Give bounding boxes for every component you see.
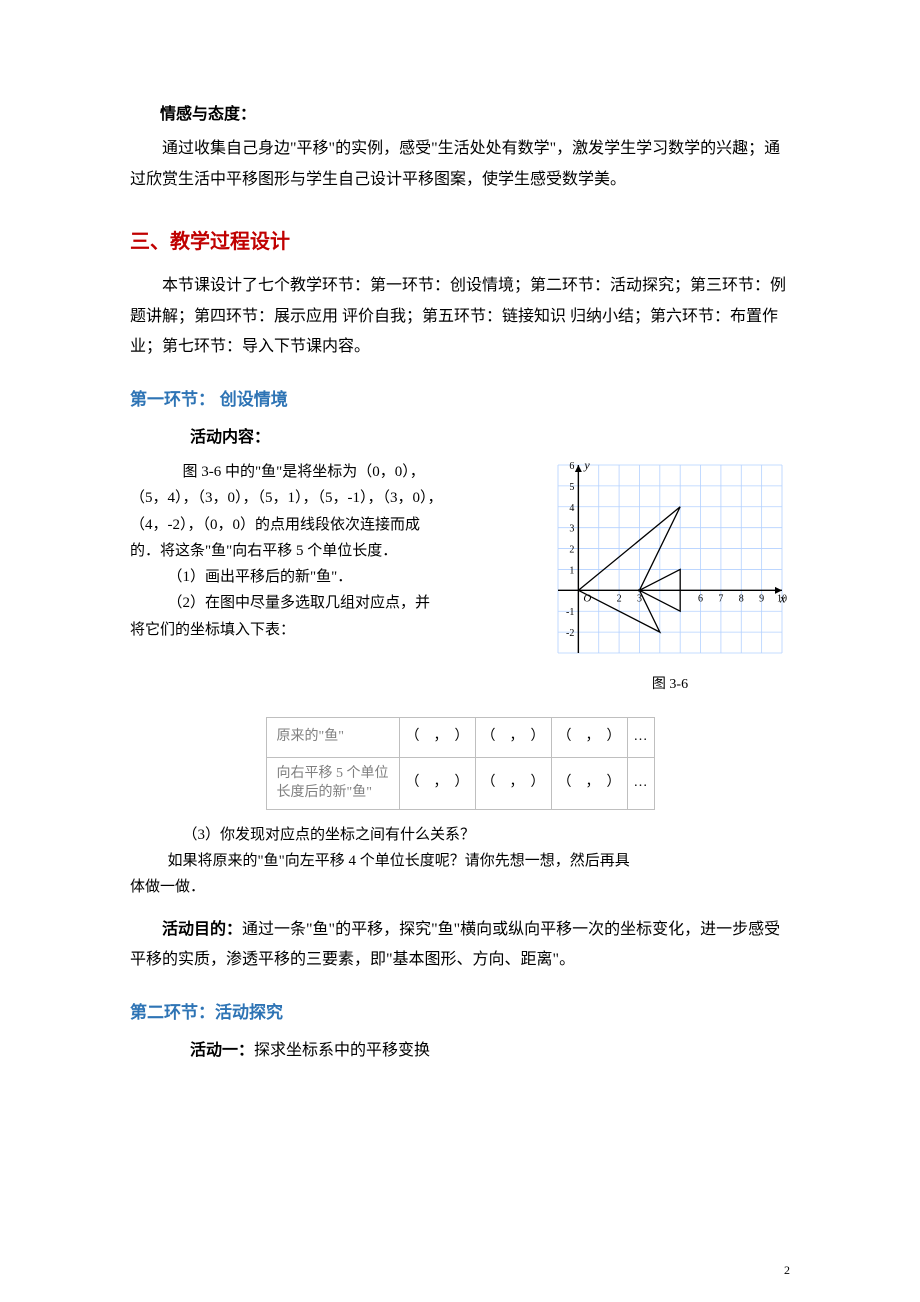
problem-ext1: 如果将原来的"鱼"向左平移 4 个单位长度呢？请你先想一想，然后再具	[130, 848, 790, 874]
cell: （ ， ）	[475, 718, 551, 758]
problem-q2b: 将它们的坐标填入下表：	[130, 617, 538, 643]
problem-intro-3: （4，-2），（0，0）的点用线段依次连接而成	[130, 512, 538, 538]
row1-head: 原来的"鱼"	[266, 718, 399, 758]
activity-purpose-label: 活动目的：	[162, 921, 242, 938]
seg2-title: 第二环节：活动探究	[130, 997, 790, 1029]
table-row: 原来的"鱼" （ ， ） （ ， ） （ ， ） …	[266, 718, 654, 758]
row2-head: 向右平移 5 个单位长度后的新"鱼"	[266, 757, 399, 809]
page-number: 2	[784, 1259, 790, 1282]
svg-text:7: 7	[718, 593, 723, 604]
activity-content-label: 活动内容：	[130, 423, 790, 453]
cell: （ ， ）	[475, 757, 551, 809]
problem-q1: （1）画出平移后的新"鱼"．	[130, 564, 538, 590]
svg-text:-1: -1	[566, 607, 574, 618]
svg-text:1: 1	[569, 565, 574, 576]
cell-dots: …	[627, 757, 654, 809]
svg-text:3: 3	[569, 524, 574, 535]
cell-dots: …	[627, 718, 654, 758]
seg1-title: 第一环节： 创设情境	[130, 384, 790, 416]
svg-text:5: 5	[569, 482, 574, 493]
cell: （ ， ）	[399, 718, 475, 758]
svg-text:8: 8	[739, 593, 744, 604]
problem-intro-4: 的．将这条"鱼"向右平移 5 个单位长度．	[130, 538, 538, 564]
coord-table: 原来的"鱼" （ ， ） （ ， ） （ ， ） … 向右平移 5 个单位长度后…	[266, 717, 655, 810]
problem-ext2: 体做一做．	[130, 874, 790, 900]
svg-text:6: 6	[698, 593, 703, 604]
problem-intro-1: 图 3-6 中的"鱼"是将坐标为（0，0），	[130, 459, 538, 485]
emotion-attitude-body: 通过收集自己身边"平移"的实例，感受"生活处处有数学"，激发学生学习数学的兴趣；…	[130, 134, 790, 195]
svg-text:6: 6	[569, 461, 574, 472]
activity1-text: 探求坐标系中的平移变换	[254, 1042, 430, 1059]
problem-q3: （3）你发现对应点的坐标之间有什么关系？	[130, 822, 790, 848]
activity1-label: 活动一：	[190, 1042, 254, 1059]
svg-text:x: x	[779, 591, 786, 605]
design-overview: 本节课设计了七个教学环节：第一环节：创设情境；第二环节：活动探究；第三环节：例题…	[130, 271, 790, 362]
svg-text:9: 9	[759, 593, 764, 604]
heading-design: 三、教学过程设计	[130, 223, 790, 261]
svg-text:-2: -2	[566, 628, 574, 639]
table-row: 向右平移 5 个单位长度后的新"鱼" （ ， ） （ ， ） （ ， ） …	[266, 757, 654, 809]
cell: （ ， ）	[551, 757, 627, 809]
problem-text-block: 图 3-6 中的"鱼"是将坐标为（0，0）， （5，4），（3，0），（5，1）…	[130, 459, 538, 643]
figure-label: 图 3-6	[550, 672, 790, 699]
problem-intro-2: （5，4），（3，0），（5，1），（5，-1），（3，0），	[130, 485, 538, 511]
svg-text:y: y	[583, 459, 590, 472]
problem-q2a: （2）在图中尽量多选取几组对应点，并	[130, 590, 538, 616]
svg-text:2: 2	[569, 545, 574, 556]
svg-text:4: 4	[569, 503, 574, 514]
emotion-attitude-title: 情感与态度：	[130, 100, 790, 130]
cell: （ ， ）	[399, 757, 475, 809]
activity1: 活动一：探求坐标系中的平移变换	[130, 1036, 790, 1066]
cell: （ ， ）	[551, 718, 627, 758]
figure-3-6: 654321-1-223678910Oxy 图 3-6	[550, 459, 790, 699]
activity-purpose: 活动目的：通过一条"鱼"的平移，探究"鱼"横向或纵向平移一次的坐标变化，进一步感…	[130, 915, 790, 976]
fish-grid-svg: 654321-1-223678910Oxy	[550, 459, 790, 659]
svg-text:2: 2	[617, 593, 622, 604]
